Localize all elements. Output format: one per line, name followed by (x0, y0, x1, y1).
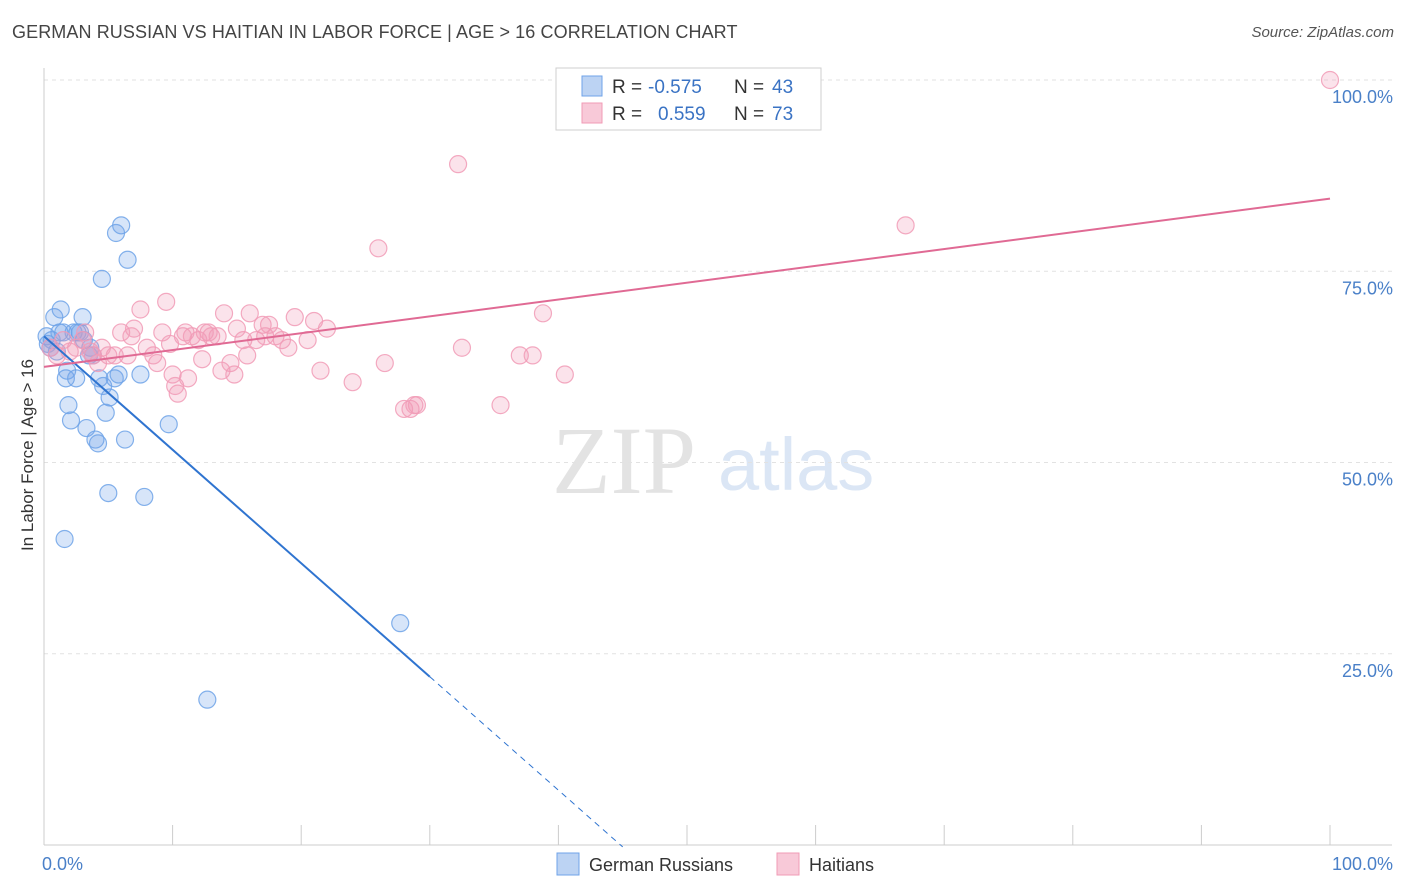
y-tick-labels: 100.0% 75.0% 50.0% 25.0% (1332, 87, 1393, 681)
point-german-russians-37 (131, 365, 150, 384)
point-german-russians-36 (118, 250, 137, 269)
point-haitians-61 (491, 396, 510, 415)
point-haitians-6 (76, 323, 95, 342)
x-tick-label-0: 0.0% (42, 854, 83, 874)
point-haitians-22 (163, 365, 182, 384)
point-german-russians-17 (73, 308, 92, 327)
legend-swatch-german-russians (581, 75, 603, 97)
point-haitians-62 (510, 346, 529, 365)
point-german-russians-33 (109, 365, 128, 384)
series-legend-label-german-russians: German Russians (589, 855, 733, 875)
source-label: Source: ZipAtlas.com (1251, 24, 1394, 41)
point-haitians-41 (240, 304, 259, 323)
correlation-legend: R = -0.575 N = 43 R = 0.559 N = 73 (555, 67, 822, 131)
point-german-russians-35 (115, 430, 135, 449)
point-haitians-37 (221, 353, 240, 373)
trend-line-german-russians (43, 335, 431, 678)
point-haitians-34 (208, 327, 227, 346)
point-haitians-59 (448, 155, 468, 174)
trend-line-haitians (43, 197, 1331, 368)
trend-lines (43, 197, 1331, 848)
point-haitians-60 (452, 338, 472, 357)
legend-n-label-2: N = (734, 104, 764, 125)
point-haitians-52 (311, 361, 330, 380)
point-german-russians-28 (96, 403, 115, 422)
legend-r-label-1: R = (612, 77, 642, 98)
point-haitians-71 (225, 365, 244, 384)
series-legend-label-haitians: Haitians (809, 855, 874, 875)
y-tick-label-2: 50.0% (1342, 470, 1393, 490)
point-haitians-18 (148, 353, 167, 373)
watermark-atlas: atlas (718, 423, 874, 506)
chart-title: GERMAN RUSSIAN VS HAITIAN IN LABOR FORCE… (12, 22, 738, 42)
y-tick-label-1: 75.0% (1342, 278, 1393, 298)
point-german-russians-40 (198, 690, 217, 709)
point-haitians-48 (279, 338, 298, 357)
point-haitians-66 (407, 396, 427, 415)
point-haitians-67 (896, 216, 915, 235)
point-haitians-45 (259, 315, 279, 334)
point-haitians-68 (1320, 70, 1340, 90)
gridlines (44, 79, 1392, 655)
point-haitians-30 (193, 350, 212, 369)
x-tick-label-1: 100.0% (1332, 854, 1393, 874)
point-haitians-72 (343, 373, 362, 392)
legend-n-value-2: 73 (772, 104, 793, 125)
legend-r-value-1: -0.575 (648, 77, 702, 98)
axes (43, 68, 1392, 846)
point-german-russians-26 (92, 269, 111, 288)
point-haitians-65 (555, 365, 574, 384)
point-haitians-69 (81, 342, 100, 361)
point-haitians-63 (523, 346, 542, 365)
data-points (37, 70, 1340, 709)
point-haitians-40 (238, 346, 257, 365)
point-german-russians-24 (88, 434, 108, 453)
y-tick-label-3: 25.0% (1342, 661, 1393, 681)
series-legend: German Russians Haitians (556, 852, 874, 876)
point-german-russians-29 (99, 484, 118, 503)
point-german-russians-42 (391, 614, 410, 633)
point-german-russians-11 (59, 396, 78, 415)
point-german-russians-39 (159, 415, 178, 434)
x-tick-labels: 0.0% 100.0% (42, 854, 1393, 874)
point-haitians-43 (253, 315, 272, 334)
legend-r-label-2: R = (612, 104, 642, 125)
point-german-russians-41 (55, 529, 74, 549)
point-haitians-70 (122, 327, 141, 346)
trend-extension-german-russians (429, 676, 624, 848)
point-german-russians-38 (135, 487, 154, 507)
legend-swatch-haitians (581, 102, 603, 124)
point-german-russians-12 (61, 411, 81, 430)
point-haitians-54 (369, 239, 388, 258)
point-haitians-49 (285, 308, 304, 327)
point-german-russians-9 (56, 369, 75, 388)
point-haitians-27 (178, 369, 198, 388)
legend-n-value-1: 43 (772, 77, 793, 98)
point-german-russians-34 (112, 216, 131, 235)
legend-r-value-2: 0.559 (658, 104, 706, 125)
point-haitians-55 (375, 353, 394, 373)
legend-n-label-1: N = (734, 77, 764, 98)
y-tick-label-0: 100.0% (1332, 87, 1393, 107)
point-haitians-36 (214, 304, 234, 323)
point-german-russians-30 (100, 388, 119, 407)
series-legend-swatch-german-russians (556, 852, 580, 876)
point-haitians-38 (227, 319, 246, 338)
point-german-russians-14 (67, 369, 86, 388)
y-axis-label: In Labor Force | Age > 16 (18, 359, 37, 551)
point-haitians-64 (533, 304, 553, 323)
point-haitians-20 (157, 292, 176, 311)
point-german-russians-7 (51, 300, 70, 319)
point-haitians-24 (168, 384, 187, 403)
point-haitians-15 (131, 300, 150, 319)
point-haitians-11 (105, 346, 124, 365)
series-legend-swatch-haitians (776, 852, 800, 876)
watermark-zip: ZIP (552, 407, 696, 514)
